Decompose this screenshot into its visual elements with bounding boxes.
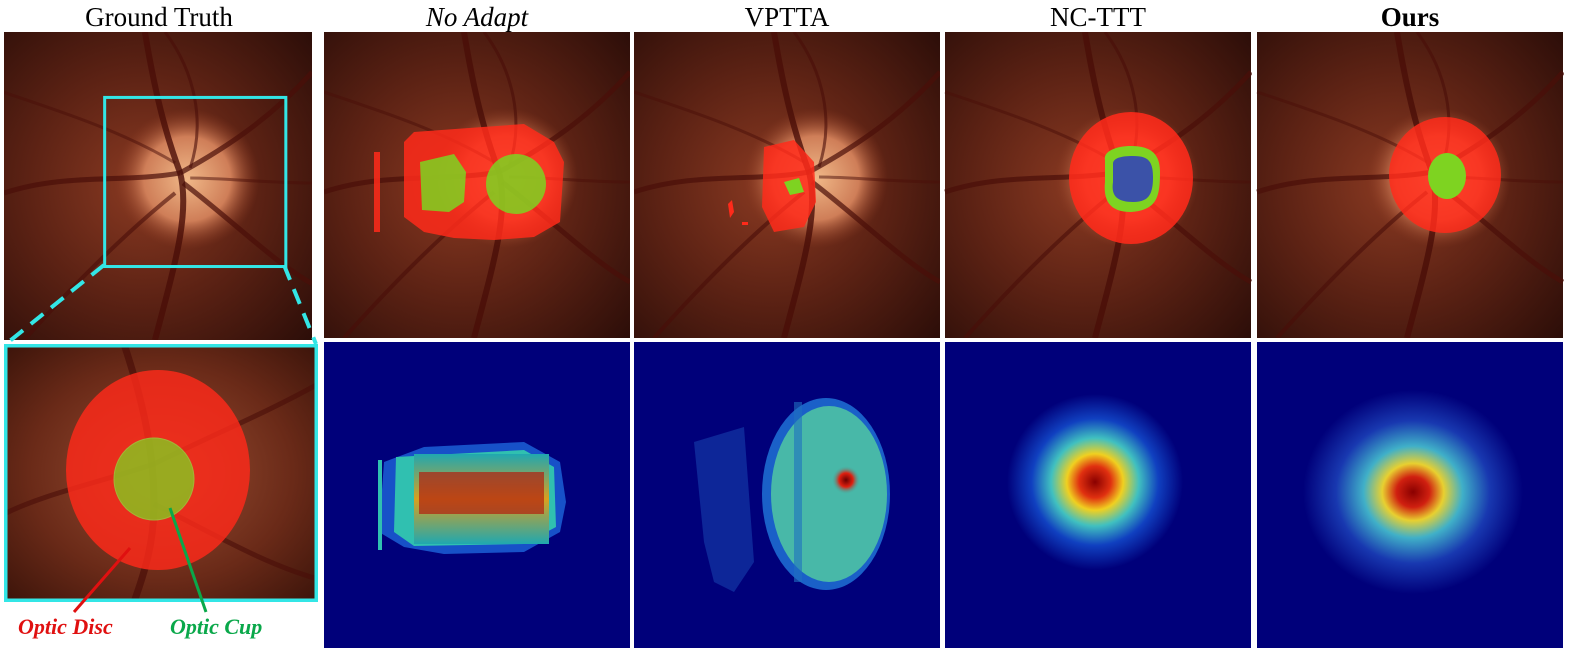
optic-cup-mask [113,437,195,521]
column-title-ours: Ours [1380,2,1440,32]
legend-optic-disc: Optic Disc [18,614,113,639]
nc-ttt-heatmap [945,342,1251,648]
column-title-nc-ttt: NC-TTT [1050,2,1146,32]
ours-prediction [1256,32,1564,338]
vptta-heatmap [634,342,940,648]
column-title-vptta: VPTTA [744,2,830,32]
legend-optic-cup: Optic Cup [170,614,263,639]
vptta-prediction [634,32,940,338]
ground-truth-fundus-image [4,32,312,340]
zoom-region-box [103,95,288,269]
no-adapt-heatmap [324,342,630,648]
column-title-ground-truth: Ground Truth [85,2,233,32]
ours-heatmap [1257,342,1563,648]
ground-truth-zoomed-image [4,344,318,602]
nc-ttt-prediction [944,32,1252,338]
no-adapt-prediction [324,32,630,338]
column-title-no-adapt: No Adapt [425,2,529,32]
